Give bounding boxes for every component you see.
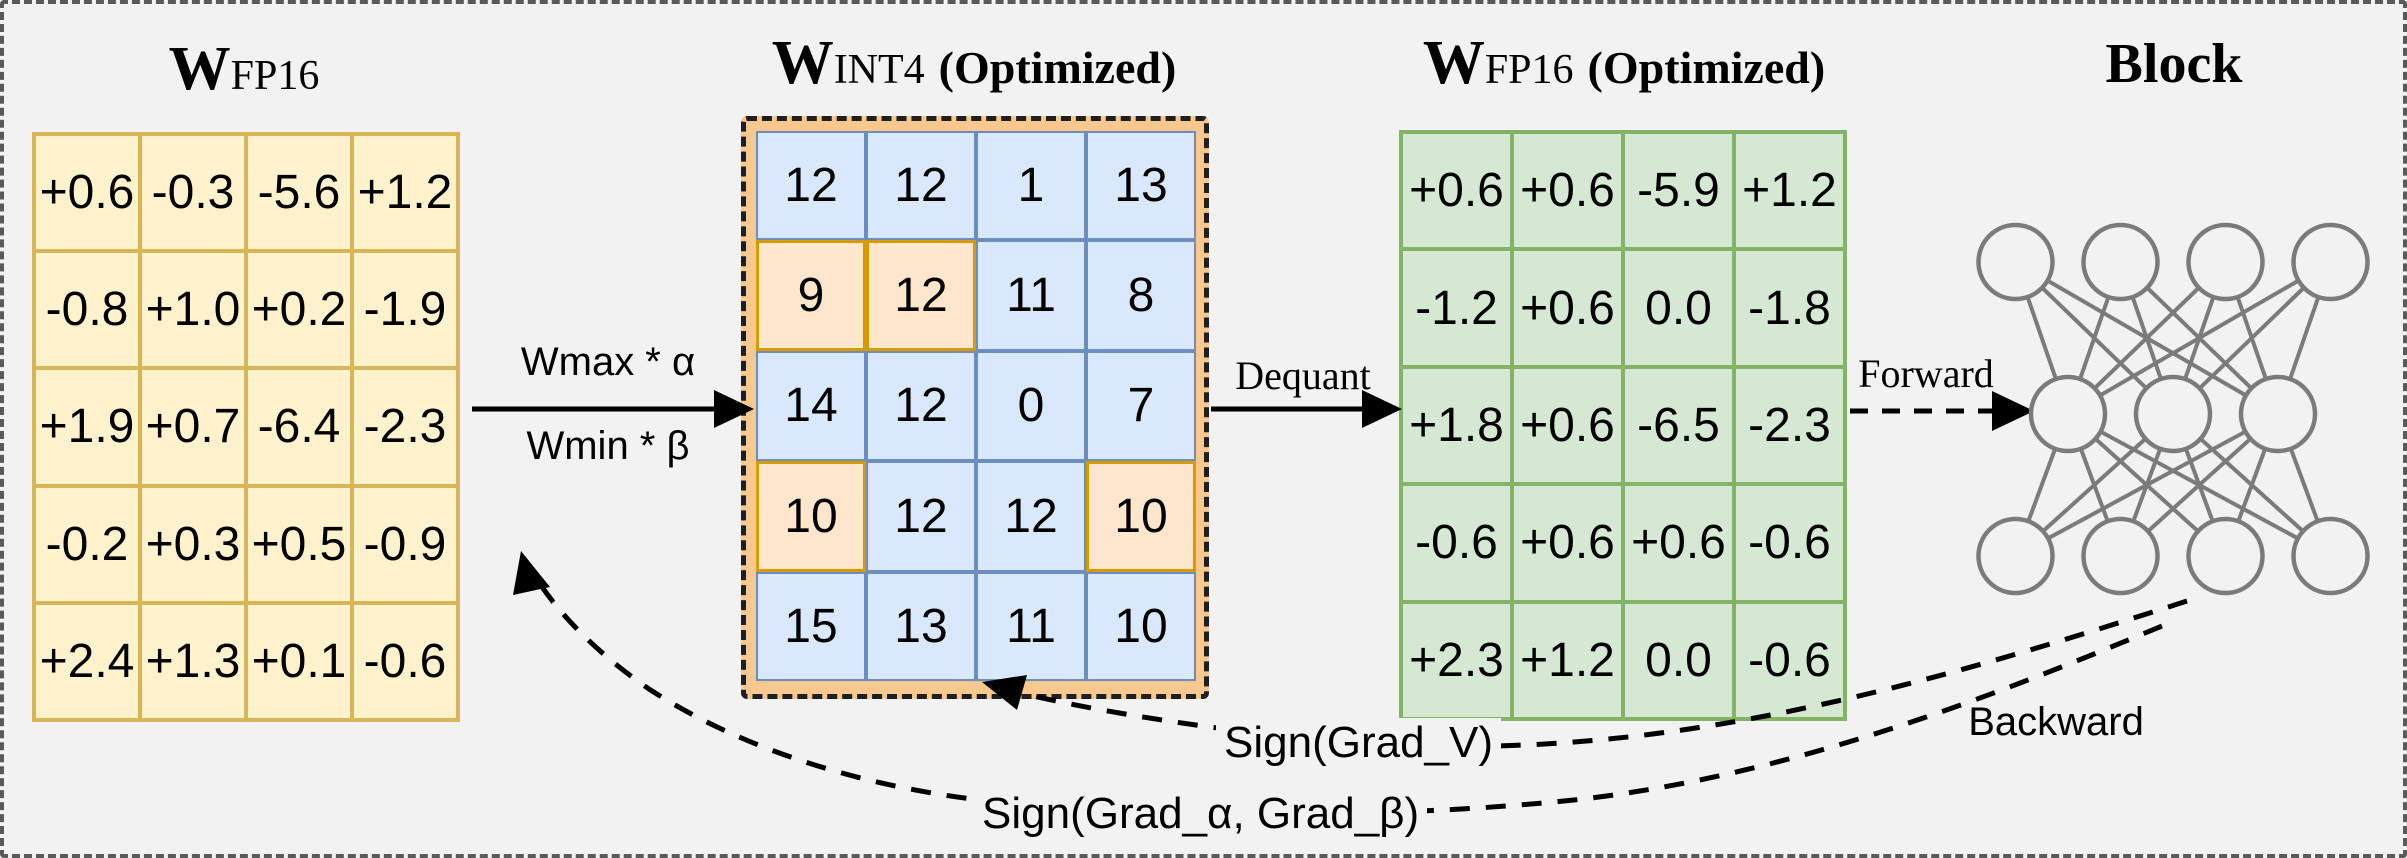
matrix-cell: +2.4 xyxy=(34,602,140,720)
matrix-cell: 11 xyxy=(976,240,1086,352)
matrix-cell: -5.9 xyxy=(1623,132,1734,250)
matrix-cell: +0.6 xyxy=(1401,132,1512,250)
matrix-cell: +0.6 xyxy=(1512,249,1623,367)
matrix-cell: 0.0 xyxy=(1623,601,1734,719)
sign-grad-v-label: Sign(Grad_V) xyxy=(1216,718,1502,768)
network-node xyxy=(2081,516,2160,596)
matrix-cell: +1.3 xyxy=(140,602,246,720)
matrix-cell: 7 xyxy=(1086,351,1196,461)
title-subscript: FP16 xyxy=(230,53,320,99)
title-w-fp16: W FP16 xyxy=(32,34,456,105)
matrix-cell: -0.6 xyxy=(1734,484,1845,602)
matrix-cell: 1 xyxy=(976,131,1086,241)
matrix-cell: +0.6 xyxy=(1512,484,1623,602)
matrix-cell: 11 xyxy=(976,571,1086,681)
matrix-cell: -6.5 xyxy=(1623,366,1734,485)
matrix-cell: +0.2 xyxy=(246,251,352,369)
network-node xyxy=(2291,222,2370,302)
matrix-cell: -2.3 xyxy=(352,368,458,486)
title-main: W xyxy=(168,35,231,103)
title-subscript: FP16 xyxy=(1484,47,1574,93)
matrix-cell: -0.2 xyxy=(34,485,140,603)
network-node xyxy=(2291,516,2370,596)
matrix-cell: +1.0 xyxy=(140,251,246,369)
matrix-w-fp16-optimized: +0.6 +0.6 -5.9 +1.2 -1.2 +0.6 0.0 -1.8 +1.8 +0.6-… xyxy=(1399,130,1847,721)
matrix-cell: -2.3 xyxy=(1734,366,1845,485)
matrix-cell: +2.3 xyxy=(1401,601,1512,719)
matrix-cell: +0.3 xyxy=(140,485,246,603)
matrix-cell: 10 xyxy=(756,460,866,572)
matrix-cell: 13 xyxy=(1086,131,1196,241)
neural-network-icon xyxy=(1976,222,2370,596)
matrix-cell: +0.7 xyxy=(140,368,246,486)
title-w-fp16-optimized: W FP16 (Optimized) xyxy=(1364,28,1884,99)
matrix-cell: 12 xyxy=(866,460,976,572)
network-node xyxy=(2186,516,2265,596)
quantize-arrow-icon xyxy=(472,390,754,428)
title-main: W xyxy=(771,29,834,97)
matrix-cell: -1.8 xyxy=(1734,249,1845,367)
matrix-cell: 12 xyxy=(976,460,1086,572)
matrix-cell: 15 xyxy=(756,571,866,681)
matrix-cell: -6.4 xyxy=(246,368,352,486)
matrix-cell: 12 xyxy=(866,131,976,241)
matrix-cell: 14 xyxy=(756,351,866,461)
matrix-cell: -5.6 xyxy=(246,134,352,252)
matrix-cell: -0.3 xyxy=(140,134,246,252)
matrix-w-fp16: +0.6 -0.3 -5.6 +1.2 -0.8 +1.0 +0.2 -1.9 +1.9 +0.7… xyxy=(32,132,460,722)
backward-label: Backward xyxy=(1968,700,2144,744)
matrix-cell: +1.2 xyxy=(352,134,458,252)
matrix-cell: 10 xyxy=(1086,571,1196,681)
matrix-cell: +0.6 xyxy=(1512,366,1623,485)
network-node xyxy=(2133,374,2213,454)
matrix-cell: -0.6 xyxy=(352,602,458,720)
title-w-int4-optimized: W INT4 (Optimized) xyxy=(704,28,1244,99)
network-node xyxy=(2186,222,2265,302)
quant-scale-max-label: Wmax * α xyxy=(520,340,696,384)
matrix-cell: -1.2 xyxy=(1401,249,1512,367)
matrix-cell: -0.9 xyxy=(352,485,458,603)
matrix-cell: 8 xyxy=(1086,240,1196,352)
matrix-cell: +0.6 xyxy=(1512,132,1623,250)
matrix-cell: -1.9 xyxy=(352,251,458,369)
matrix-cell: +0.6 xyxy=(34,134,140,252)
matrix-cell: -0.6 xyxy=(1734,601,1845,719)
matrix-cell: +1.8 xyxy=(1401,366,1512,485)
sign-grad-alpha-beta-label: Sign(Grad_α, Grad_β) xyxy=(974,789,1428,839)
matrix-cell: +0.5 xyxy=(246,485,352,603)
matrix-cell: 12 xyxy=(866,351,976,461)
network-node xyxy=(2081,222,2160,302)
forward-arrow-icon xyxy=(1850,391,2034,431)
matrix-cell: +1.2 xyxy=(1512,601,1623,719)
forward-label: Forward xyxy=(1858,351,1994,396)
matrix-cell: +0.6 xyxy=(1623,484,1734,602)
dequant-label: Dequant xyxy=(1235,353,1371,398)
title-suffix: (Optimized) xyxy=(1587,42,1826,93)
matrix-cell: +1.2 xyxy=(1734,132,1845,250)
matrix-cell: 0 xyxy=(976,351,1086,461)
network-node xyxy=(1976,222,2055,302)
matrix-cell: 0.0 xyxy=(1623,249,1734,367)
quant-scale-min-label: Wmin * β xyxy=(526,424,690,468)
matrix-cell: 12 xyxy=(866,240,976,352)
matrix-cell: +1.9 xyxy=(34,368,140,486)
network-node xyxy=(2028,374,2108,454)
title-suffix: (Optimized) xyxy=(938,42,1177,93)
matrix-cell: 9 xyxy=(756,240,866,352)
matrix-cell: 12 xyxy=(756,131,866,241)
title-subscript: INT4 xyxy=(833,47,925,93)
matrix-cell: +0.1 xyxy=(246,602,352,720)
network-node xyxy=(1976,516,2055,596)
network-node xyxy=(2238,374,2318,454)
matrix-cell: -0.6 xyxy=(1401,484,1512,602)
title-main: W xyxy=(1422,29,1485,97)
block-title: Block xyxy=(2105,33,2243,95)
matrix-cell: 13 xyxy=(866,571,976,681)
matrix-cell: 10 xyxy=(1086,460,1196,572)
matrix-w-int4: 12 12 1 13 9 12 11 8 14 12 0 7 10 12 12 10 15 13 11 10 xyxy=(756,131,1196,681)
matrix-cell: -0.8 xyxy=(34,251,140,369)
